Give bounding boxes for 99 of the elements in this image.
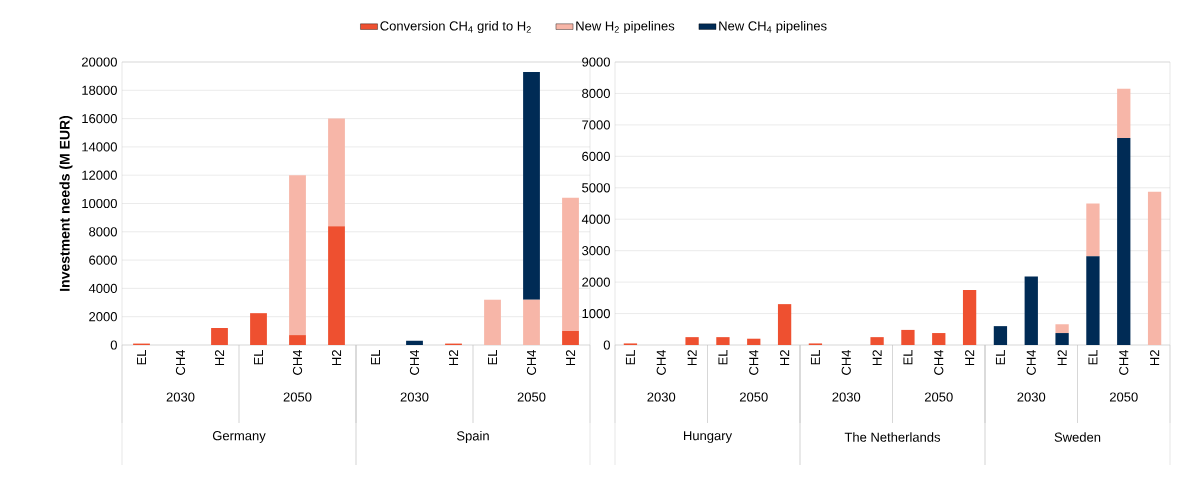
x-tick-label: EL: [810, 349, 820, 365]
x-tick-label: CH4: [526, 349, 537, 375]
y-tick-label: 4000: [581, 214, 610, 224]
bar: [777, 304, 792, 345]
y-tick-label: 0: [110, 340, 117, 350]
bar: [1024, 276, 1038, 345]
text: 2050: [517, 392, 546, 402]
text: 2030: [1017, 392, 1046, 402]
x-tick-label: EL: [371, 349, 380, 365]
text: Hungary: [684, 431, 733, 443]
x-tick-label: CH4: [1119, 349, 1129, 375]
bar: [962, 289, 977, 345]
bar: [211, 328, 228, 345]
text: Sweden: [1054, 432, 1101, 442]
x-tick-label: H2: [780, 350, 790, 366]
bar: [1117, 88, 1131, 139]
y-tick-label: 9000: [582, 57, 610, 67]
y-tick-label: 0: [603, 340, 610, 350]
bar: [1147, 191, 1162, 345]
bar: [562, 197, 579, 331]
text: 2050: [1109, 392, 1138, 402]
bar: [685, 337, 699, 345]
bar: [562, 330, 579, 345]
y-tick-label: 12000: [82, 170, 117, 180]
bar: [328, 226, 345, 345]
bar: [716, 337, 730, 345]
y-tick-label: 1000: [582, 308, 610, 319]
text: 2030: [166, 392, 195, 402]
y-tick-label: 2000: [89, 312, 117, 322]
y-tick-label: 7000: [582, 120, 610, 130]
x-tick-label: CH4: [175, 349, 186, 375]
x-tick-label: H2: [872, 350, 882, 366]
x-tick-label: CH4: [749, 349, 759, 375]
bar: [993, 326, 1008, 345]
text: Germany: [212, 431, 266, 443]
x-tick-label: CH4: [934, 349, 944, 375]
bar: [1055, 324, 1069, 334]
y-tick-label: 6000: [582, 151, 610, 161]
text: The Netherlands: [844, 432, 941, 442]
y-tick-label: 8000: [89, 227, 117, 237]
text: 2030: [647, 392, 676, 402]
x-tick-label: EL: [995, 349, 1005, 365]
x-tick-label: H2: [565, 350, 576, 366]
bar: [523, 299, 540, 345]
y-tick-label: 14000: [82, 142, 117, 152]
y-tick-label: 16000: [82, 113, 117, 124]
y-tick-label: 2000: [582, 277, 610, 287]
x-tick-label: CH4: [656, 349, 666, 375]
y-tick-label: 20000: [81, 57, 117, 67]
text: 2030: [400, 392, 429, 402]
bar: [1117, 138, 1131, 345]
x-tick-label: EL: [488, 349, 497, 365]
bar: [523, 71, 540, 300]
y-tick-label: 5000: [582, 183, 610, 193]
y-tick-label: 4000: [88, 283, 117, 293]
x-tick-label: H2: [965, 350, 975, 366]
legend-label: New CH$_{4}$ pipelines: [719, 20, 827, 34]
bar: [289, 335, 306, 345]
y-tick-label: 3000: [582, 246, 610, 256]
bar: [1086, 256, 1100, 345]
x-tick-label: CH4: [292, 349, 303, 375]
x-tick-label: EL: [254, 349, 263, 365]
y-tick-label: 6000: [89, 255, 117, 265]
x-tick-label: H2: [331, 350, 342, 366]
x-tick-label: CH4: [409, 349, 420, 375]
text: 2050: [283, 392, 312, 402]
text: 2030: [832, 392, 861, 402]
x-tick-label: H2: [687, 350, 697, 366]
legend-label: New H$_{2}$ pipelines: [576, 20, 675, 34]
x-tick-label: EL: [1088, 349, 1098, 365]
text: 2050: [924, 392, 953, 402]
y-axis-title: Investment needs (M EUR): [59, 115, 73, 291]
y-tick-label: 8000: [582, 88, 610, 99]
x-tick-label: H2: [214, 350, 225, 366]
y-tick-label: 18000: [82, 85, 117, 95]
x-tick-label: CH4: [1026, 349, 1036, 375]
text: Spain: [456, 430, 489, 444]
bar: [1086, 203, 1100, 257]
x-tick-label: EL: [903, 349, 913, 365]
bar: [328, 118, 345, 227]
bar: [901, 329, 915, 345]
y-tick-label: 10000: [82, 198, 117, 209]
bar: [484, 299, 501, 345]
x-tick-label: H2: [448, 350, 459, 366]
legend-label: Conversion CH$_{4}$ grid to H$_{2}$: [380, 20, 531, 34]
x-tick-label: EL: [718, 349, 728, 365]
x-tick-label: EL: [625, 349, 635, 365]
bar: [1055, 333, 1069, 345]
bar: [932, 333, 946, 345]
bar: [289, 175, 306, 336]
bar: [747, 338, 761, 345]
bar: [250, 313, 267, 345]
text: 2050: [739, 392, 768, 402]
bar: [406, 340, 423, 345]
x-tick-label: H2: [1057, 350, 1067, 366]
bar: [870, 337, 884, 345]
x-tick-label: H2: [1150, 350, 1160, 366]
x-tick-label: EL: [137, 349, 146, 365]
x-tick-label: CH4: [841, 349, 851, 375]
